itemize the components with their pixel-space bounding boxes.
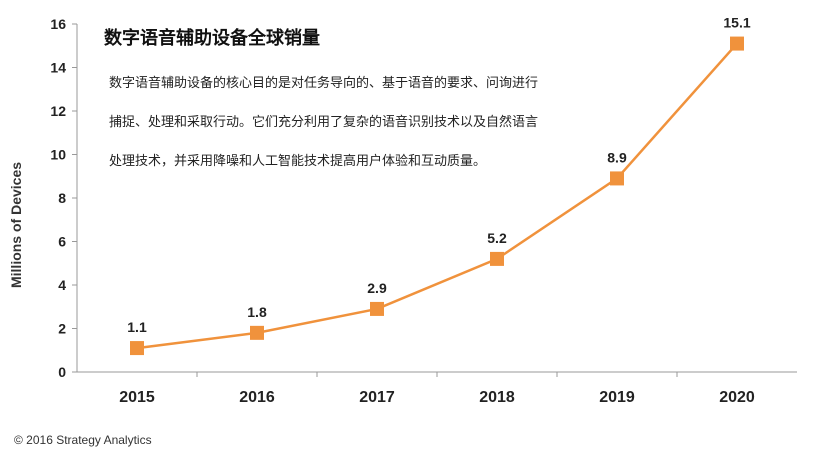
y-tick-label: 2 bbox=[58, 321, 66, 337]
chart-title: 数字语音辅助设备全球销量 bbox=[104, 28, 320, 49]
y-tick-label: 6 bbox=[58, 234, 66, 250]
y-tick-label: 14 bbox=[50, 60, 66, 76]
series-line bbox=[136, 42, 738, 350]
data-markers bbox=[130, 36, 744, 356]
y-tick-label: 8 bbox=[58, 190, 66, 206]
x-tick-label: 2015 bbox=[119, 389, 155, 406]
data-point-marker bbox=[250, 325, 264, 340]
x-tick-label: 2018 bbox=[479, 389, 515, 406]
x-axis-ticks: 2015 2016 2017 2018 2019 2020 bbox=[119, 372, 755, 406]
x-tick-label: 2016 bbox=[239, 389, 275, 406]
data-label: 2.9 bbox=[367, 280, 387, 296]
y-axis-ticks: 0 2 4 6 8 10 12 14 16 bbox=[50, 16, 77, 380]
data-label: 1.1 bbox=[127, 319, 147, 335]
data-point-marker bbox=[130, 341, 144, 356]
x-tick-label: 2017 bbox=[359, 389, 395, 406]
data-label: 1.8 bbox=[247, 304, 267, 320]
y-tick-label: 12 bbox=[50, 103, 66, 119]
x-tick-label: 2019 bbox=[599, 389, 635, 406]
data-point-marker bbox=[370, 301, 384, 316]
y-tick-label: 0 bbox=[58, 364, 66, 380]
chart-description: 数字语音辅助设备的核心目的是对任务导向的、基于语音的要求、问询进行捕捉、处理和采… bbox=[109, 76, 539, 169]
data-labels: 1.1 1.8 2.9 5.2 8.9 15.1 bbox=[127, 15, 751, 336]
data-label: 5.2 bbox=[487, 230, 507, 246]
data-label: 8.9 bbox=[607, 149, 627, 165]
x-tick-label: 2020 bbox=[719, 389, 755, 406]
y-axis-label: Millions of Devices bbox=[8, 162, 24, 288]
y-tick-label: 16 bbox=[50, 16, 66, 32]
copyright-text: © 2016 Strategy Analytics bbox=[14, 433, 152, 447]
data-label: 15.1 bbox=[723, 15, 750, 31]
y-tick-label: 4 bbox=[58, 277, 66, 293]
data-point-marker bbox=[490, 251, 504, 266]
y-tick-label: 10 bbox=[50, 147, 66, 163]
data-point-marker bbox=[610, 171, 624, 186]
data-point-marker bbox=[730, 36, 744, 51]
